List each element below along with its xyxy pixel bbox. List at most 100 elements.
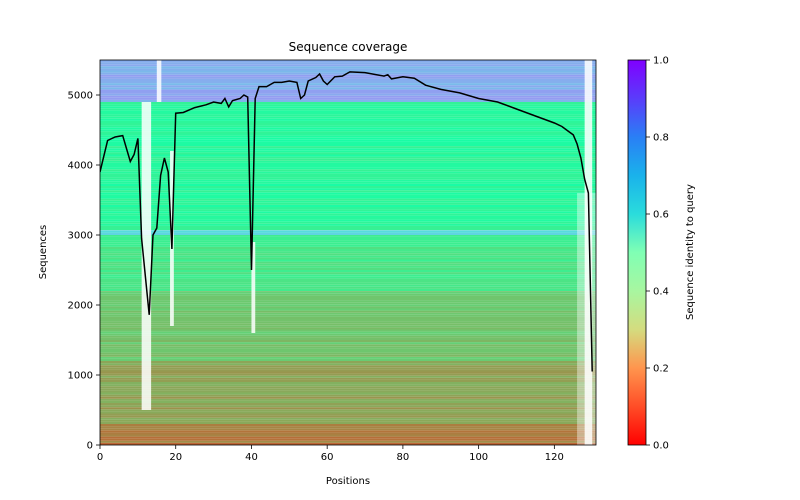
heatmap-row xyxy=(100,415,596,418)
heatmap-row xyxy=(100,430,596,433)
heatmap-row xyxy=(100,306,596,309)
heatmap-row xyxy=(100,291,596,294)
heatmap-row xyxy=(100,282,596,285)
gap-column xyxy=(156,60,162,102)
heatmap-row xyxy=(100,432,596,435)
heatmap-row xyxy=(100,344,596,347)
heatmap-row xyxy=(100,291,596,292)
heatmap-row xyxy=(100,78,596,81)
heatmap-row xyxy=(100,300,596,303)
colorbar-tick-label: 0.0 xyxy=(653,441,669,452)
coverage-heatmap xyxy=(100,60,596,445)
heatmap-row xyxy=(100,442,596,445)
heatmap-row xyxy=(100,312,596,315)
heatmap-row xyxy=(100,354,596,357)
heatmap-row xyxy=(100,118,596,121)
heatmap-row xyxy=(100,167,596,170)
heatmap-row xyxy=(100,131,596,134)
heatmap-row xyxy=(100,426,596,429)
gap-region xyxy=(577,193,596,445)
heatmap-row xyxy=(100,346,596,349)
heatmap-row xyxy=(100,417,596,420)
heatmap-row xyxy=(100,150,596,153)
heatmap-row xyxy=(100,66,596,69)
heatmap-row xyxy=(100,215,596,218)
y-tick-label: 0 xyxy=(87,441,93,452)
heatmap-row xyxy=(100,337,596,340)
heatmap-row xyxy=(100,304,596,307)
heatmap-row xyxy=(100,377,596,380)
heatmap-row xyxy=(100,265,596,268)
heatmap-row xyxy=(100,358,596,361)
heatmap-row xyxy=(100,209,596,212)
heatmap-row xyxy=(100,259,596,262)
colorbar-ticks: 0.0 0.2 0.4 0.6 0.8 1.0 xyxy=(646,56,669,452)
heatmap-row xyxy=(100,398,596,401)
heatmap-row xyxy=(100,99,596,102)
heatmap-row xyxy=(100,62,596,65)
heatmap-row xyxy=(100,236,596,239)
heatmap-row xyxy=(100,409,596,412)
x-axis-label: Positions xyxy=(326,476,370,487)
heatmap-row xyxy=(100,123,596,126)
heatmap-row xyxy=(100,321,596,324)
heatmap-row xyxy=(100,331,596,334)
heatmap-row xyxy=(100,144,596,147)
heatmap-row xyxy=(100,249,596,252)
heatmap-row xyxy=(100,413,596,416)
heatmap-row xyxy=(100,438,596,441)
heatmap-row xyxy=(100,154,596,157)
heatmap-row xyxy=(100,255,596,258)
heatmap-row xyxy=(100,116,596,119)
heatmap-row xyxy=(100,361,596,364)
heatmap-row xyxy=(100,104,596,107)
heatmap-row xyxy=(100,74,596,77)
heatmap-row xyxy=(100,276,596,279)
gap-column xyxy=(584,60,593,445)
heatmap-row xyxy=(100,272,596,275)
x-tick-label: 100 xyxy=(469,452,488,463)
heatmap-row xyxy=(100,352,596,355)
heatmap-row xyxy=(100,340,596,343)
heatmap-row xyxy=(100,198,596,201)
heatmap-row xyxy=(100,232,596,235)
heatmap-row xyxy=(100,261,596,264)
heatmap-row xyxy=(100,405,596,408)
heatmap-row xyxy=(100,137,596,140)
x-tick-label: 0 xyxy=(97,452,103,463)
heatmap-row xyxy=(100,369,596,372)
heatmap-row xyxy=(100,348,596,351)
heatmap-row xyxy=(100,179,596,182)
heatmap-row xyxy=(100,190,596,193)
heatmap-row xyxy=(100,171,596,174)
heatmap-row xyxy=(100,97,596,100)
heatmap-row xyxy=(100,392,596,395)
heatmap-row xyxy=(100,188,596,191)
heatmap-row xyxy=(100,350,596,353)
plot-frame xyxy=(99,59,597,446)
heatmap-row xyxy=(100,390,596,393)
heatmap-row xyxy=(100,135,596,138)
heatmap-row xyxy=(100,325,596,328)
heatmap-row xyxy=(100,152,596,155)
heatmap-row xyxy=(100,240,596,243)
heatmap-row xyxy=(100,342,596,345)
heatmap-row xyxy=(100,365,596,368)
heatmap-row xyxy=(100,278,596,281)
heatmap-row xyxy=(100,295,596,298)
heatmap-row xyxy=(100,181,596,184)
heatmap-row xyxy=(100,246,596,249)
heatmap-row xyxy=(100,230,596,231)
y-tick-label: 1000 xyxy=(68,371,93,382)
heatmap-row xyxy=(100,253,596,256)
heatmap-row xyxy=(100,329,596,332)
x-tick-label: 60 xyxy=(321,452,334,463)
heatmap-row xyxy=(100,196,596,199)
heatmap-row xyxy=(100,428,596,431)
heatmap-row xyxy=(100,302,596,305)
heatmap-row xyxy=(100,120,596,123)
heatmap-row xyxy=(100,156,596,159)
heatmap-row xyxy=(100,129,596,132)
heatmap-row xyxy=(100,386,596,389)
